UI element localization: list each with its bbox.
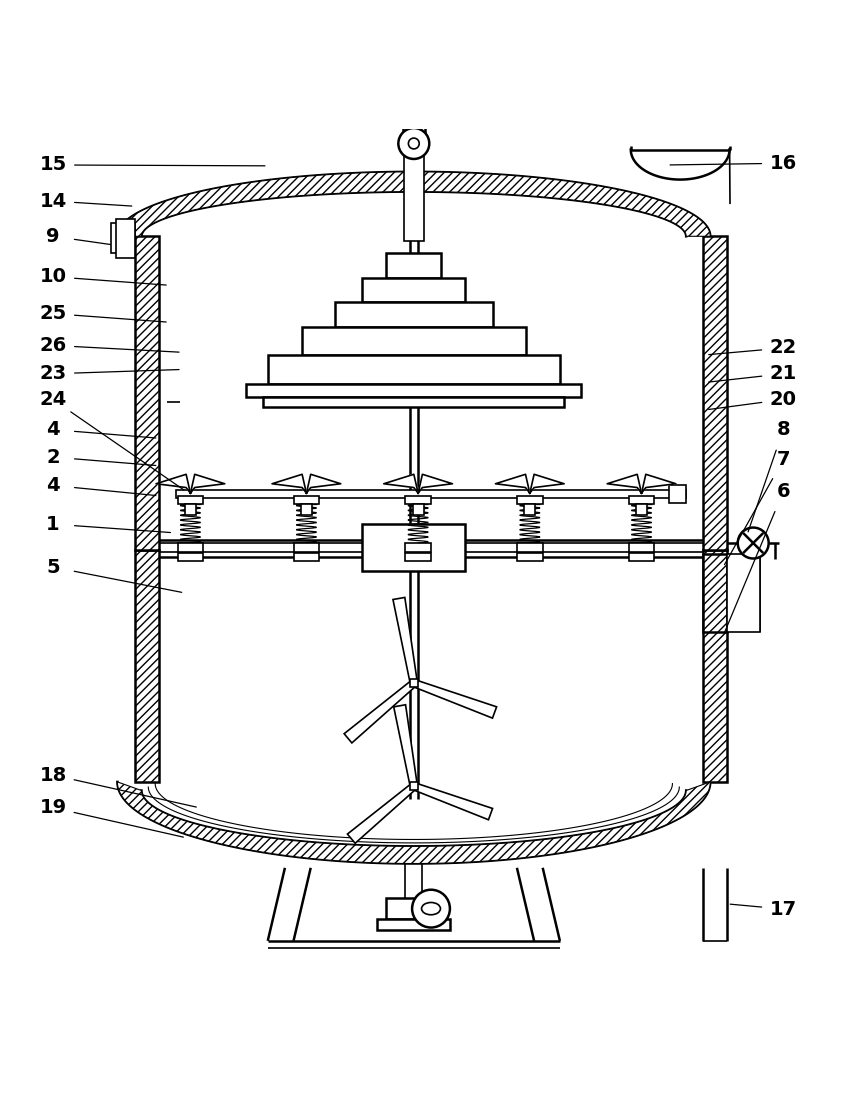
Bar — [403, 137, 424, 240]
Bar — [635, 505, 647, 515]
Bar — [294, 496, 319, 505]
Bar — [134, 550, 158, 782]
Text: 16: 16 — [769, 154, 796, 173]
Bar — [115, 219, 134, 258]
Text: 10: 10 — [40, 267, 66, 286]
Polygon shape — [495, 475, 530, 494]
Text: 18: 18 — [40, 765, 66, 784]
Polygon shape — [156, 475, 190, 494]
Circle shape — [398, 128, 429, 159]
Bar — [517, 553, 542, 561]
Polygon shape — [117, 172, 709, 237]
Polygon shape — [412, 783, 492, 820]
Bar — [294, 553, 319, 561]
Bar — [362, 524, 465, 572]
Bar — [668, 486, 685, 503]
Bar — [300, 505, 312, 515]
Text: 14: 14 — [40, 191, 66, 211]
Bar — [727, 554, 759, 631]
Bar — [398, 103, 429, 114]
Bar — [362, 277, 465, 302]
Bar — [403, 112, 424, 137]
Bar — [628, 543, 653, 552]
Bar — [703, 554, 727, 631]
Text: 22: 22 — [769, 338, 796, 357]
Bar — [134, 237, 158, 550]
Polygon shape — [530, 475, 564, 494]
Polygon shape — [347, 783, 416, 843]
Text: 15: 15 — [40, 155, 66, 174]
Bar — [403, 95, 424, 103]
Bar — [628, 553, 653, 561]
Polygon shape — [393, 705, 417, 786]
Bar — [386, 898, 441, 919]
Text: 2: 2 — [46, 448, 59, 467]
Bar — [628, 496, 653, 505]
Circle shape — [412, 890, 449, 927]
Text: 17: 17 — [769, 899, 796, 918]
Bar — [246, 384, 580, 397]
Bar — [703, 237, 727, 550]
Text: 5: 5 — [46, 557, 59, 576]
Bar — [405, 496, 430, 505]
Polygon shape — [306, 475, 340, 494]
Bar — [334, 302, 492, 327]
Bar — [412, 505, 424, 515]
Text: 4: 4 — [46, 420, 59, 439]
Polygon shape — [393, 598, 417, 684]
Text: 25: 25 — [40, 304, 66, 323]
Polygon shape — [117, 782, 709, 863]
Bar — [409, 679, 418, 687]
Text: 24: 24 — [40, 390, 66, 409]
Bar — [301, 327, 525, 355]
Bar — [294, 543, 319, 552]
Text: 1: 1 — [46, 515, 59, 534]
Text: 26: 26 — [40, 336, 66, 355]
Circle shape — [737, 527, 768, 558]
Polygon shape — [418, 475, 452, 494]
Text: 23: 23 — [40, 364, 66, 383]
Bar — [177, 553, 203, 561]
Text: 21: 21 — [769, 364, 796, 383]
Text: 20: 20 — [769, 390, 796, 409]
Polygon shape — [190, 475, 225, 494]
Bar — [263, 397, 564, 408]
Polygon shape — [412, 680, 496, 718]
Bar — [110, 223, 134, 254]
Polygon shape — [641, 475, 675, 494]
Polygon shape — [272, 475, 306, 494]
Bar — [386, 254, 441, 277]
Bar — [523, 505, 535, 515]
Text: 9: 9 — [46, 227, 59, 246]
Bar — [177, 543, 203, 552]
Ellipse shape — [421, 903, 440, 915]
Bar — [517, 543, 542, 552]
Bar — [517, 496, 542, 505]
Text: 4: 4 — [46, 476, 59, 495]
Bar — [184, 505, 195, 515]
Bar — [405, 543, 430, 552]
Polygon shape — [383, 475, 418, 494]
Text: 8: 8 — [776, 420, 790, 439]
Text: 6: 6 — [776, 481, 790, 502]
Text: 7: 7 — [776, 450, 790, 469]
Polygon shape — [606, 475, 641, 494]
Circle shape — [408, 139, 418, 149]
Bar — [703, 550, 727, 782]
Bar — [176, 489, 685, 498]
Bar — [177, 496, 203, 505]
Bar — [268, 355, 560, 384]
Bar — [405, 553, 430, 561]
Polygon shape — [344, 680, 416, 743]
Text: 19: 19 — [40, 799, 66, 818]
Bar — [377, 919, 449, 929]
Bar — [409, 782, 418, 791]
